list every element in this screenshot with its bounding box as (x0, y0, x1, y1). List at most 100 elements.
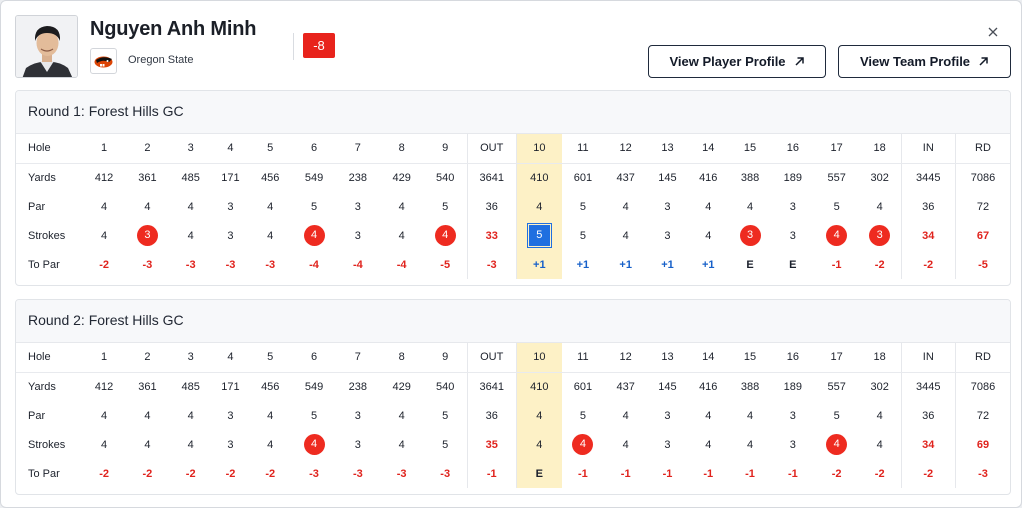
score-cell: 10 (515, 134, 562, 164)
row-label: Hole (16, 134, 83, 164)
score-cell: -3 (225, 258, 236, 271)
score-cell: OUT (466, 343, 517, 373)
score-cell: E (789, 258, 797, 271)
score-cell: -2 (142, 467, 153, 480)
score-cell: +1 (619, 258, 632, 271)
round-card: Round 1: Forest Hills GC Hole 1 2 3 4 5 6 7 8 9 OU… (15, 90, 1011, 286)
score-cell: 601 (573, 380, 593, 393)
score-cell: 4 (814, 221, 858, 250)
score-cell: 4 (101, 229, 108, 242)
score-cell: -1 (831, 258, 842, 271)
birdie-marker: 3 (136, 225, 158, 246)
score-cell: +1 (661, 258, 674, 271)
score-cell: 416 (699, 171, 718, 184)
score-cell: -4 (396, 258, 407, 271)
score-cell: 72 (954, 192, 1010, 221)
view-player-profile-button[interactable]: View Player Profile (648, 45, 826, 78)
score-cell: 4 (746, 200, 754, 213)
score-cell: 18 (858, 134, 902, 164)
score-cell: 16 (771, 134, 815, 164)
hole-row: Hole 1 2 3 4 5 6 7 8 9 OUT 10 11 12 13 14 15 16 17 18 IN RD (16, 343, 1010, 373)
score-cell: 5 (442, 438, 449, 451)
score-cell: 4 (814, 430, 858, 459)
score-cell: -3 (396, 467, 407, 480)
score-cell: 4 (876, 438, 883, 451)
yards-row: Yards 412 361 485 171 456 549 238 429 540 3641 410 6… (16, 372, 1010, 401)
score-cell: 36 (900, 401, 956, 430)
score-cell: 429 (392, 171, 411, 184)
score-cell: OUT (466, 134, 517, 164)
score-cell: 4 (101, 438, 108, 451)
score-cell: 416 (699, 380, 718, 393)
score-cell: -3 (466, 250, 517, 279)
score-cell: 3 (169, 134, 213, 164)
score-cell: 12 (604, 343, 648, 373)
view-team-profile-button[interactable]: View Team Profile (838, 45, 1011, 78)
score-cell: 4 (746, 409, 754, 422)
score-cell: -2 (874, 467, 885, 480)
score-cell: 3 (789, 229, 796, 242)
score-cell: 4 (292, 221, 336, 250)
score-cell: 8 (379, 343, 424, 373)
score-cell: 189 (783, 380, 803, 393)
round-card: Round 2: Forest Hills GC Hole 1 2 3 4 5 6 7 8 9 OU… (15, 299, 1011, 495)
close-icon[interactable] (986, 25, 1000, 39)
score-cell: 1 (82, 343, 126, 373)
score-cell: 238 (348, 380, 368, 393)
score-cell: +1 (701, 258, 715, 271)
score-cell: 4 (622, 200, 629, 213)
score-cell: 4 (267, 409, 274, 422)
score-cell: 3 (859, 221, 901, 250)
score-cell: 67 (954, 221, 1010, 250)
score-cell: 36 (466, 192, 517, 221)
score-cell: 549 (304, 380, 324, 393)
score-cell: 5 (579, 200, 586, 213)
hole-row: Hole 1 2 3 4 5 6 7 8 9 OUT 10 11 12 13 14 15 16 17 18 IN RD (16, 134, 1010, 164)
row-label: Yards (28, 380, 56, 393)
score-cell: 601 (573, 171, 593, 184)
score-cell: 5 (310, 200, 318, 213)
score-cell: +1 (576, 258, 590, 271)
score-cell: 15 (728, 343, 772, 373)
score-cell: 4 (212, 343, 249, 373)
score-cell: -2 (900, 459, 956, 488)
score-cell: 4 (292, 430, 336, 459)
score-cell: 4 (398, 229, 405, 242)
score-cell: 4 (746, 438, 754, 451)
bogey-marker: 5 (526, 223, 552, 248)
score-cell: 7 (336, 134, 380, 164)
score-cell: RD (954, 343, 1010, 373)
score-cell: 4 (705, 409, 712, 422)
score-cell: 4 (398, 438, 405, 451)
score-cell: 3 (789, 438, 796, 451)
score-cell: 485 (181, 171, 200, 184)
score-cell: -2 (874, 258, 885, 271)
row-label: Strokes (28, 438, 66, 451)
score-cell: 456 (261, 171, 280, 184)
score-cell: 35 (466, 430, 517, 459)
score-cell: IN (900, 343, 956, 373)
score-cell: 72 (954, 401, 1010, 430)
score-cell: -2 (99, 467, 109, 480)
score-cell: 4 (705, 438, 712, 451)
round-title: Round 1: Forest Hills GC (16, 91, 1010, 134)
score-cell: 557 (827, 380, 846, 393)
strokes-row: Strokes 4 3 4 3 4 4 3 4 4 33 5 5 4 3 4 3 3 4 3 34 67 (16, 221, 1010, 250)
modal-header: Nguyen Anh Minh Oregon State -8 View Pla… (1, 1, 1021, 89)
score-cell: 11 (561, 134, 605, 164)
score-cell: 5 (442, 409, 449, 422)
score-cell: 4 (267, 229, 274, 242)
score-cell: 4 (515, 430, 562, 459)
score-cell: 69 (954, 430, 1010, 459)
yards-row: Yards 412 361 485 171 456 549 238 429 540 3641 410 6… (16, 163, 1010, 192)
score-cell: 189 (783, 171, 803, 184)
score-cell: 4 (515, 401, 562, 430)
view-team-profile-label: View Team Profile (859, 54, 971, 69)
score-cell: 4 (562, 430, 604, 459)
par-row: Par 4 4 4 3 4 5 3 4 5 36 4 5 4 3 4 4 3 5 4 36 72 (16, 401, 1010, 430)
score-cell: 11 (561, 343, 605, 373)
score-cell: 410 (515, 163, 562, 192)
strokes-row: Strokes 4 4 4 3 4 4 3 4 5 35 4 4 4 3 4 4 3 4 4 34 69 (16, 430, 1010, 459)
score-cell: 4 (622, 409, 629, 422)
